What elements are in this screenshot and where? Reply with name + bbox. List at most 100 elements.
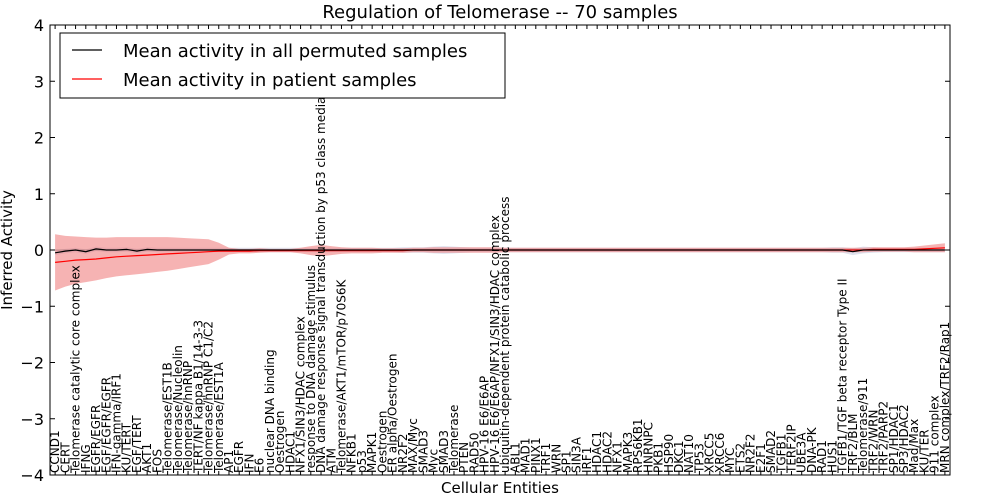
x-tick-label: SP3/HDAC2 — [897, 404, 911, 473]
x-tick-label: IFN — [242, 454, 256, 473]
x-tick-label: IFN-gamma/IRF1 — [110, 373, 124, 473]
x-tick-label: SMAD2 — [764, 430, 778, 473]
y-tick-label: −2 — [20, 354, 44, 373]
x-tick-label: nuclear DNA binding — [263, 349, 277, 473]
x-tick-label: PTEN — [457, 442, 471, 473]
x-tick-label: ABL1 — [508, 442, 522, 473]
y-axis-label: Inferred Activity — [0, 190, 16, 310]
x-tick-label: AP1 — [222, 450, 236, 473]
y-tick-label: 4 — [34, 16, 44, 35]
x-tick-label: CERT — [58, 442, 72, 473]
x-tick-label: 911 complex — [928, 395, 942, 473]
x-tick-label: MRN complex/TRF2/Rap1 — [938, 322, 952, 473]
x-tick-label: Telomerase/hnRNP C1/C2 — [202, 321, 216, 474]
x-tick-label: ETS2 — [733, 443, 747, 473]
x-tick-label: ATM — [324, 448, 338, 473]
x-tick-label: PKB1 — [652, 442, 666, 473]
x-tick-label: EGF/EGFR/EGFR — [99, 377, 113, 473]
legend: Mean activity in all permuted samples Me… — [59, 32, 506, 99]
y-tick-label: 3 — [34, 72, 44, 91]
x-tick-label: EGFR/EGFR — [89, 405, 103, 473]
x-tick-label: DKC1 — [672, 441, 686, 473]
x-tick-label: p53 — [355, 450, 369, 473]
y-tick-label: −1 — [20, 297, 44, 316]
x-tick-label: HDAC1 — [590, 431, 604, 473]
x-tick-label: Myc — [427, 449, 441, 473]
x-tick-label: HDAC2 — [600, 431, 614, 473]
x-tick-label: RAD1 — [815, 440, 829, 473]
x-tick-label: Telomerase/911 — [856, 378, 870, 474]
x-tick-label: TRF1 — [539, 443, 553, 474]
x-axis-label: Cellular Entities — [441, 479, 559, 497]
x-tick-label: RAD50 — [467, 432, 481, 473]
x-tick-label: Telomerase/EST1B — [161, 362, 175, 474]
y-tick-label: −3 — [20, 410, 44, 429]
x-tick-label: SMAD3 — [416, 430, 430, 473]
x-tick-label: PINX1 — [529, 437, 543, 473]
x-tick-label: MAX/Myc — [406, 418, 420, 473]
series-lines — [55, 247, 945, 263]
x-tick-label: FOS — [150, 449, 164, 473]
x-tick-label: Telomerase catalytic core complex — [69, 265, 83, 474]
y-tick-labels: −4 −3 −2 −1 0 1 2 3 4 — [20, 16, 44, 485]
x-tick-label: SMAD3 — [437, 430, 451, 473]
x-tick-label: NFX1/SIN3/HDAC complex — [294, 316, 308, 473]
y-tick-label: 2 — [34, 129, 44, 148]
x-tick-label: TGFB1/TGF beta receptor Type II — [836, 278, 850, 474]
x-tick-label: Telomerase/Nucleolin — [171, 345, 185, 474]
x-tick-label: HSP90 — [662, 434, 676, 473]
legend-label-patient: Mean activity in patient samples — [123, 70, 417, 91]
x-tick-label: MYC — [723, 448, 737, 473]
x-tick-label: HPV-16 E6/E6AP/NFX1/SIN3/HDAC complex — [488, 215, 502, 473]
x-tick-label: EGFR — [232, 441, 246, 473]
x-tick-label: Oestrogen — [273, 411, 287, 473]
x-tick-label: E2F1 — [754, 443, 768, 473]
x-tick-label: WRN — [549, 444, 563, 473]
legend-box — [59, 32, 506, 99]
x-tick-label: Telomerase/AKT1/mTOR/p70S6K — [335, 278, 349, 474]
x-tick-label: KU/TER — [917, 429, 931, 473]
x-tick-label: ER alpha/Oestrogen — [386, 354, 400, 473]
x-tick-label: NFKB1 — [345, 433, 359, 473]
x-tick-label: MAPK3 — [621, 432, 635, 473]
x-tick-label: IRF1 — [580, 447, 594, 473]
plot-frame — [49, 24, 951, 476]
x-tick-label: NFX1 — [611, 441, 625, 473]
x-tick-label: IFNG — [79, 444, 93, 473]
x-tick-label: HNRNPC — [641, 422, 655, 473]
x-tick-label: TGFB1 — [774, 434, 788, 474]
x-tick-label: Oestrogen — [375, 411, 389, 473]
x-tick-label: Telomerase — [447, 405, 461, 474]
x-tick-label: TERF2IP — [785, 424, 799, 474]
x-tick-label: EGF/TERT — [130, 415, 144, 473]
x-tick-label: Telomerase/hnRNP — [181, 361, 195, 474]
x-tick-label: AKT1 — [140, 443, 154, 473]
x-tick-label: RPS6KB1 — [631, 418, 645, 473]
line-series-0 — [55, 248, 945, 254]
y-tick-label: 0 — [34, 241, 44, 260]
x-tick-label: MAPK1 — [365, 432, 379, 473]
x-tick-label: XRCC5 — [703, 433, 717, 473]
x-tick-label: UBE3A — [795, 432, 809, 473]
x-tick-label: NR2F2 — [396, 434, 410, 474]
x-tick-label: NR2F2 — [744, 434, 758, 474]
x-tick-label: response to DNA damage stimulus — [304, 265, 318, 473]
x-tick-label: TERT/NF kappa B1/14-3-3 — [191, 320, 205, 474]
x-tick-label: DNA damage response signal transduction … — [314, 80, 328, 473]
x-tick-label: TP53 — [692, 443, 706, 474]
x-tick-label: SP1/HDAC1 — [887, 404, 901, 473]
x-tick-label: E6 — [253, 458, 267, 473]
x-tick-label: ubiquitin-dependent protein catabolic pr… — [498, 197, 512, 473]
x-tick-label: Mad/Max — [907, 419, 921, 473]
legend-label-permuted: Mean activity in all permuted samples — [123, 41, 467, 62]
x-tick-label: NAT10 — [682, 434, 696, 473]
x-tick-label: DNA-PK — [805, 426, 819, 473]
x-tick-label: SIN3A — [570, 436, 584, 473]
x-tick-label: HPV-16 E6/E6AP — [478, 376, 492, 473]
x-tick-label: TRF2/WRN — [866, 410, 880, 474]
y-tick-label: 1 — [34, 185, 44, 204]
x-tick-label: HDAC1 — [283, 431, 297, 473]
x-tick-label: SP1 — [560, 451, 574, 474]
